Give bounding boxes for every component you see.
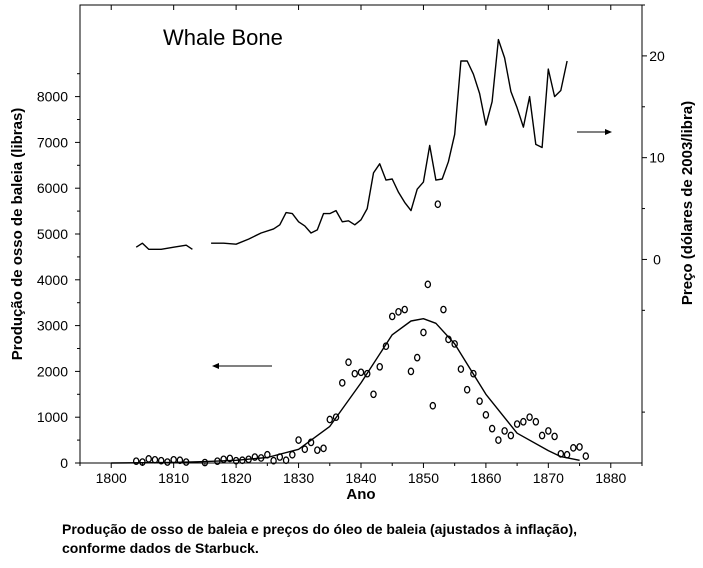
- caption-line-1: Produção de osso de baleia e preços do ó…: [62, 521, 578, 537]
- production-data-point: [451, 340, 458, 348]
- production-data-point: [251, 453, 259, 461]
- production-data-point: [326, 415, 334, 424]
- chart-marks: [111, 38, 590, 467]
- production-data-point: [420, 328, 427, 337]
- caption-line-2: conforme dados de Starbuck.: [62, 540, 259, 556]
- y-tick-label: 1000: [37, 409, 68, 425]
- production-data-point: [132, 457, 140, 466]
- x-tick-label: 1820: [221, 470, 252, 486]
- y-tick-label: 8000: [37, 89, 68, 105]
- x-tick-label: 1810: [158, 470, 189, 486]
- production-data-point: [413, 353, 421, 362]
- production-data-point: [332, 413, 340, 422]
- production-data-point: [282, 456, 290, 465]
- y2-tick-label: 20: [649, 48, 665, 64]
- right-arrow-indicator: [577, 129, 612, 135]
- production-data-point: [226, 454, 234, 463]
- production-data-point: [457, 365, 465, 373]
- production-data-point: [157, 456, 165, 465]
- y2-tick-label: 10: [649, 150, 665, 166]
- production-data-point: [526, 413, 533, 422]
- chart-title: Whale Bone: [163, 25, 283, 50]
- production-data-point: [145, 455, 152, 463]
- production-data-point: [320, 444, 327, 453]
- production-data-point: [463, 385, 471, 394]
- production-data-point: [482, 411, 490, 419]
- y-tick-label: 5000: [37, 226, 68, 242]
- production-data-point: [407, 367, 415, 376]
- production-data-point: [382, 342, 390, 351]
- price-series-line: [135, 242, 193, 250]
- production-data-point: [345, 358, 352, 367]
- x-tick-label: 1860: [470, 470, 501, 486]
- x-tick-label: 1800: [96, 470, 127, 486]
- production-data-point: [429, 401, 437, 410]
- production-data-point: [270, 456, 277, 465]
- production-data-point: [576, 443, 583, 451]
- production-data-point: [501, 427, 508, 435]
- production-fit-curve: [111, 318, 580, 464]
- production-data-point: [532, 417, 540, 426]
- production-data-point: [370, 390, 377, 399]
- production-data-point: [513, 420, 521, 428]
- production-data-point: [495, 436, 502, 444]
- whale-bone-chart: 1800 1810 1820 1830 1840 1850 1860 1870 18800100…: [9, 4, 696, 503]
- x-tick-label: 1850: [408, 470, 439, 486]
- x-tick-label: 1870: [533, 470, 564, 486]
- plot-frame: [79, 4, 643, 464]
- production-data-point: [570, 444, 577, 452]
- production-data-point: [363, 369, 371, 378]
- x-axis-title: Ano: [346, 486, 375, 503]
- figure-caption: Produção de osso de baleia e preços do ó…: [62, 520, 682, 558]
- y-tick-label: 4000: [37, 272, 68, 288]
- production-data-point: [520, 417, 527, 426]
- production-data-point: [488, 424, 496, 433]
- y2-tick-label: 0: [653, 251, 661, 267]
- production-data-point: [376, 362, 383, 371]
- production-data-point: [388, 312, 396, 321]
- production-data-point: [339, 378, 346, 387]
- production-data-point: [176, 456, 184, 465]
- production-data-point: [434, 200, 442, 209]
- production-data-point: [476, 397, 483, 406]
- production-data-point: [551, 432, 558, 441]
- production-data-point: [301, 445, 309, 454]
- production-data-point: [401, 305, 408, 314]
- production-data-point: [440, 305, 447, 314]
- y-tick-label: 3000: [37, 318, 68, 334]
- production-data-point: [201, 458, 209, 467]
- y-axis-title-left: Produção de osso de baleia (libras): [9, 108, 26, 361]
- x-tick-label: 1880: [595, 470, 626, 486]
- production-data-point: [424, 280, 432, 289]
- production-data-point: [357, 368, 365, 377]
- production-data-point: [395, 308, 402, 316]
- production-data-point: [295, 436, 302, 444]
- x-tick-label: 1830: [283, 470, 314, 486]
- production-data-point: [507, 431, 515, 440]
- production-data-point: [538, 431, 546, 440]
- y-axis-title-right: Preço (dólares de 2003/libra): [679, 101, 696, 305]
- axes: 1800 1810 1820 1830 1840 1850 1860 1870 18800100…: [37, 4, 665, 486]
- production-data-point: [289, 450, 296, 459]
- production-data-point: [220, 455, 227, 464]
- production-data-point: [582, 452, 590, 460]
- y-tick-label: 0: [60, 455, 68, 471]
- production-data-point: [351, 369, 359, 378]
- y-tick-label: 2000: [37, 363, 68, 379]
- production-data-point: [470, 369, 477, 378]
- y-tick-label: 6000: [37, 180, 68, 196]
- production-data-point: [314, 446, 321, 455]
- x-tick-label: 1840: [345, 470, 376, 486]
- price-series-line: [211, 38, 568, 245]
- y-tick-label: 7000: [37, 134, 68, 150]
- left-arrow-indicator: [212, 363, 272, 369]
- production-data-point: [545, 427, 552, 435]
